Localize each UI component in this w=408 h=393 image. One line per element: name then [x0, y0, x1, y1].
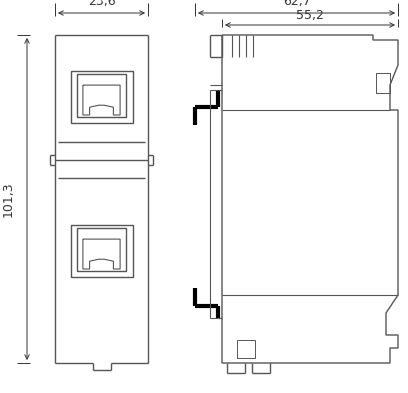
Text: 62,7: 62,7	[283, 0, 310, 7]
Text: 55,2: 55,2	[296, 9, 324, 22]
Text: 101,3: 101,3	[2, 181, 15, 217]
Text: 23,6: 23,6	[88, 0, 115, 7]
